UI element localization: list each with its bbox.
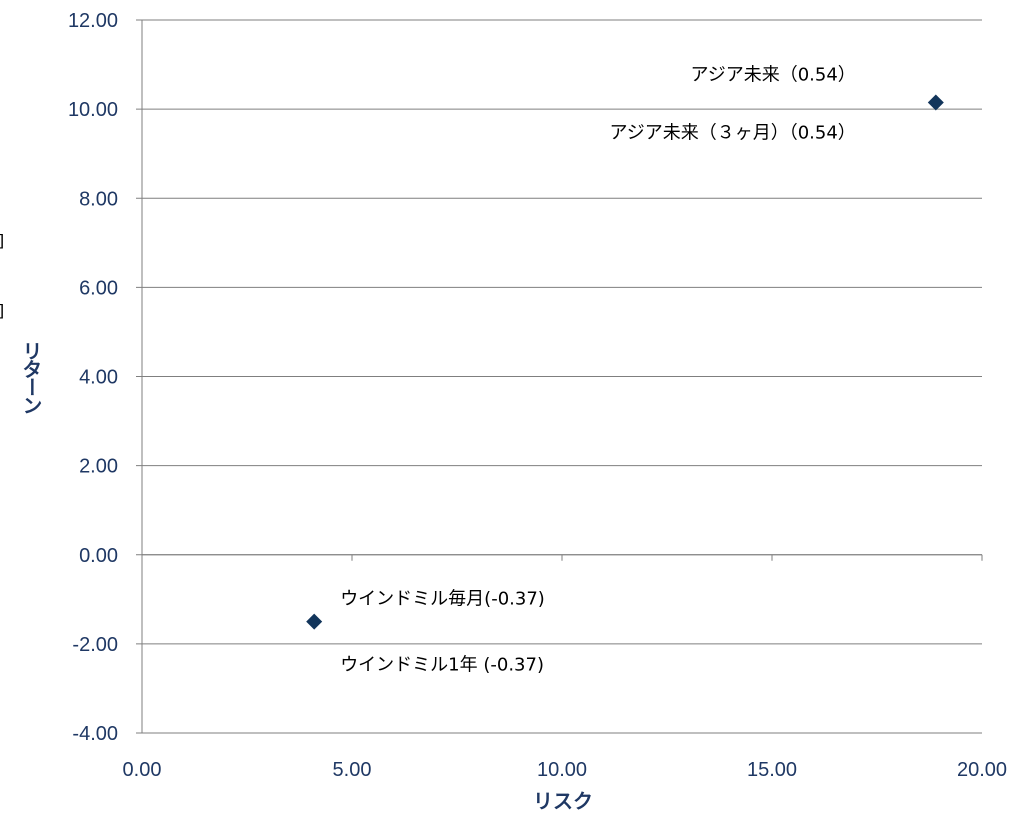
y-tick-label-8: 12.00 bbox=[68, 10, 118, 32]
data-annotations: アジア未来（0.54） アジア未来（３ヶ月）（0.54） ウインドミル毎月(-0.3… bbox=[340, 64, 856, 675]
data-label-1: アジア未来（３ヶ月）（0.54） bbox=[609, 122, 855, 143]
x-tick-label-2: 10.00 bbox=[537, 759, 587, 781]
data-label-3: ウインドミル1年 (-0.37) bbox=[340, 655, 544, 676]
gridlines bbox=[142, 19, 982, 734]
data-label-0: アジア未来（0.54） bbox=[690, 64, 855, 85]
x-tick-label-3: 15.00 bbox=[747, 759, 797, 781]
y-tick-label-1: -2.00 bbox=[72, 634, 118, 656]
data-label-2: ウインドミル毎月(-0.37) bbox=[340, 589, 545, 610]
x-tick-labels: 0.00 5.00 10.00 15.00 20.00 bbox=[123, 759, 1008, 781]
y-tick-labels: -4.00 -2.00 0.00 2.00 4.00 6.00 8.00 10.00 12.00 bbox=[68, 10, 118, 745]
y-axis-title-text: リターン bbox=[19, 341, 43, 414]
data-point-0 bbox=[927, 94, 944, 111]
edge-mark-2: ] bbox=[0, 301, 4, 320]
x-tick-label-0: 0.00 bbox=[123, 759, 162, 781]
axes bbox=[136, 19, 983, 734]
y-tick-label-2: 0.00 bbox=[79, 545, 118, 567]
x-tick-label-1: 5.00 bbox=[333, 759, 372, 781]
data-point-1 bbox=[306, 613, 323, 630]
y-tick-label-3: 2.00 bbox=[79, 456, 118, 478]
y-tick-label-7: 10.00 bbox=[68, 99, 118, 121]
y-axis-title: リターン bbox=[19, 341, 43, 414]
y-tick-label-0: -4.00 bbox=[72, 723, 118, 745]
x-axis-title: リスク bbox=[533, 789, 593, 813]
y-tick-label-4: 4.00 bbox=[79, 367, 118, 389]
edge-mark-1: ] bbox=[0, 231, 4, 250]
data-points bbox=[306, 94, 944, 630]
x-tick-label-4: 20.00 bbox=[957, 759, 1007, 781]
y-tick-label-6: 8.00 bbox=[79, 188, 118, 210]
y-tick-label-5: 6.00 bbox=[79, 277, 118, 299]
